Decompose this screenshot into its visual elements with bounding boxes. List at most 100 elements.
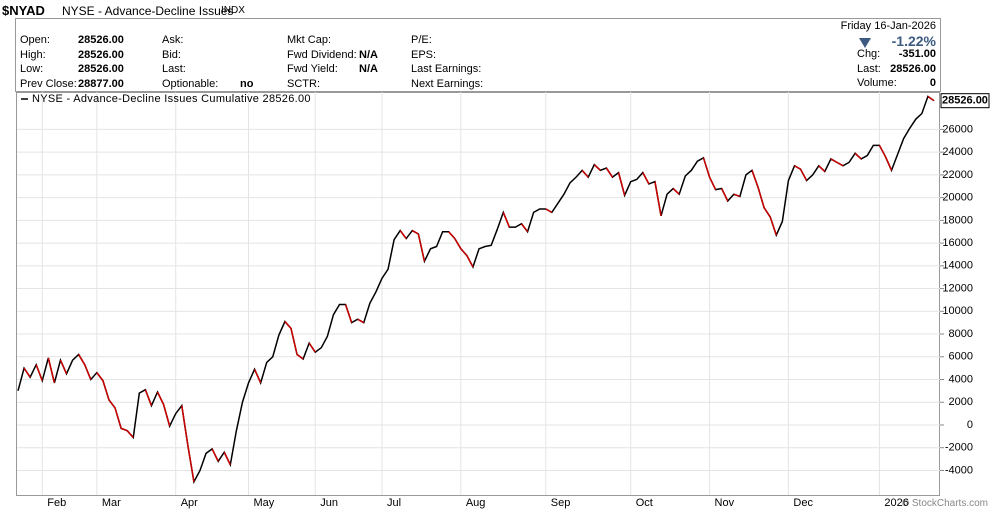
x-tick-label: Apr bbox=[181, 497, 198, 509]
last-value-flag bbox=[940, 93, 990, 109]
down-segment bbox=[702, 157, 711, 178]
down-segment bbox=[854, 152, 862, 160]
down-segment bbox=[654, 181, 662, 216]
plot-area bbox=[16, 92, 940, 496]
header-panel bbox=[15, 18, 941, 92]
x-tick-label: May bbox=[254, 497, 275, 509]
quote-date: Friday 16-Jan-2026 bbox=[840, 20, 936, 32]
down-segment bbox=[399, 230, 407, 239]
field-value: -351.00 bbox=[898, 48, 936, 60]
down-segment bbox=[545, 208, 553, 214]
field-label: Next Earnings: bbox=[411, 77, 484, 90]
down-segment bbox=[794, 165, 801, 170]
x-tick-label: Dec bbox=[793, 497, 813, 509]
field-value: no bbox=[240, 77, 254, 90]
y-tick-label: 16000 bbox=[942, 237, 973, 249]
down-segment bbox=[96, 372, 104, 382]
exchange: INDX bbox=[221, 5, 245, 16]
y-tick-label: 22000 bbox=[942, 169, 973, 181]
down-segment bbox=[156, 391, 165, 405]
y-tick-label: 14000 bbox=[942, 260, 973, 272]
down-segment bbox=[605, 167, 614, 178]
field-label: Optionable: bbox=[162, 77, 219, 90]
x-tick-label: Jun bbox=[320, 497, 338, 509]
down-segment bbox=[126, 430, 134, 438]
down-segment bbox=[187, 445, 195, 482]
x-tick-label: Nov bbox=[715, 497, 735, 509]
field-value: N/A bbox=[359, 48, 378, 61]
field-label: Last Earnings: bbox=[411, 63, 482, 75]
down-segment bbox=[721, 188, 729, 202]
down-segment bbox=[162, 404, 171, 427]
down-segment bbox=[284, 321, 292, 329]
down-segment bbox=[642, 172, 650, 185]
y-tick-label: -4000 bbox=[945, 464, 973, 476]
x-tick-label: 2026 bbox=[884, 497, 908, 509]
down-segment bbox=[296, 353, 304, 360]
down-segment bbox=[144, 389, 153, 406]
y-tick-label: -2000 bbox=[945, 442, 973, 454]
down-segment bbox=[733, 193, 741, 198]
y-tick-label: 12000 bbox=[942, 282, 973, 294]
down-segment bbox=[35, 364, 43, 381]
y-tick-label: 26000 bbox=[942, 123, 973, 135]
field-value: 28877.00 bbox=[78, 77, 124, 90]
field-label: Volume: bbox=[857, 77, 897, 89]
field-label: Mkt Cap: bbox=[287, 34, 332, 46]
last-value-label: 28526.00 bbox=[942, 95, 988, 107]
field-label: P/E: bbox=[411, 34, 432, 46]
x-tick-label: Sep bbox=[551, 497, 571, 509]
down-segment bbox=[344, 304, 353, 323]
down-segment bbox=[181, 405, 189, 446]
down-segment bbox=[211, 448, 219, 462]
y-tick-label: 0 bbox=[967, 419, 973, 431]
y-tick-label: 6000 bbox=[949, 351, 973, 363]
x-tick-label: Mar bbox=[102, 497, 121, 509]
field-value: 28526.00 bbox=[78, 34, 124, 46]
down-arrow bbox=[859, 38, 871, 48]
credit: © StockCharts.com bbox=[901, 498, 988, 509]
x-tick-label: Oct bbox=[636, 497, 653, 509]
down-segment bbox=[878, 144, 887, 158]
down-segment bbox=[460, 248, 468, 257]
down-segment bbox=[417, 233, 426, 262]
down-segment bbox=[448, 231, 456, 240]
x-tick-label: Aug bbox=[466, 497, 486, 509]
field-label: Low: bbox=[20, 63, 44, 75]
field-label: Fwd Dividend: bbox=[287, 48, 357, 61]
down-segment bbox=[757, 187, 765, 209]
y-tick-label: 8000 bbox=[949, 328, 973, 340]
change-percent: -1.22% bbox=[891, 33, 936, 49]
down-segment bbox=[253, 368, 262, 384]
field-value: 28526.00 bbox=[78, 63, 124, 75]
field-label: Last: bbox=[857, 62, 881, 75]
down-segment bbox=[411, 229, 419, 235]
field-label: Prev Close: bbox=[20, 77, 77, 90]
field-label: Chg: bbox=[857, 48, 881, 60]
field-value: 28526.00 bbox=[890, 62, 936, 75]
field-label: Open: bbox=[20, 34, 50, 46]
down-segment bbox=[108, 399, 116, 409]
legend-entry: NYSE - Advance-Decline Issues Cumulative… bbox=[32, 93, 311, 105]
y-tick-label: 18000 bbox=[942, 214, 973, 226]
x-tick-label: Feb bbox=[47, 497, 66, 509]
y-tick-label: 20000 bbox=[942, 192, 973, 204]
y-tick-label: 10000 bbox=[942, 305, 973, 317]
field-value: N/A bbox=[359, 63, 378, 75]
down-segment bbox=[59, 359, 68, 375]
down-segment bbox=[23, 367, 31, 378]
down-segment bbox=[751, 170, 759, 188]
down-segment bbox=[769, 216, 777, 236]
down-segment bbox=[593, 164, 601, 171]
down-segment bbox=[520, 223, 529, 233]
down-segment bbox=[617, 172, 626, 196]
field-label: High: bbox=[20, 48, 46, 61]
x-tick-label: Jul bbox=[387, 497, 401, 509]
down-segment bbox=[454, 238, 462, 250]
down-segment bbox=[502, 212, 511, 228]
field-label: Last: bbox=[162, 63, 186, 75]
security-name: NYSE - Advance-Decline Issues bbox=[62, 4, 234, 18]
field-label: Ask: bbox=[162, 34, 184, 46]
